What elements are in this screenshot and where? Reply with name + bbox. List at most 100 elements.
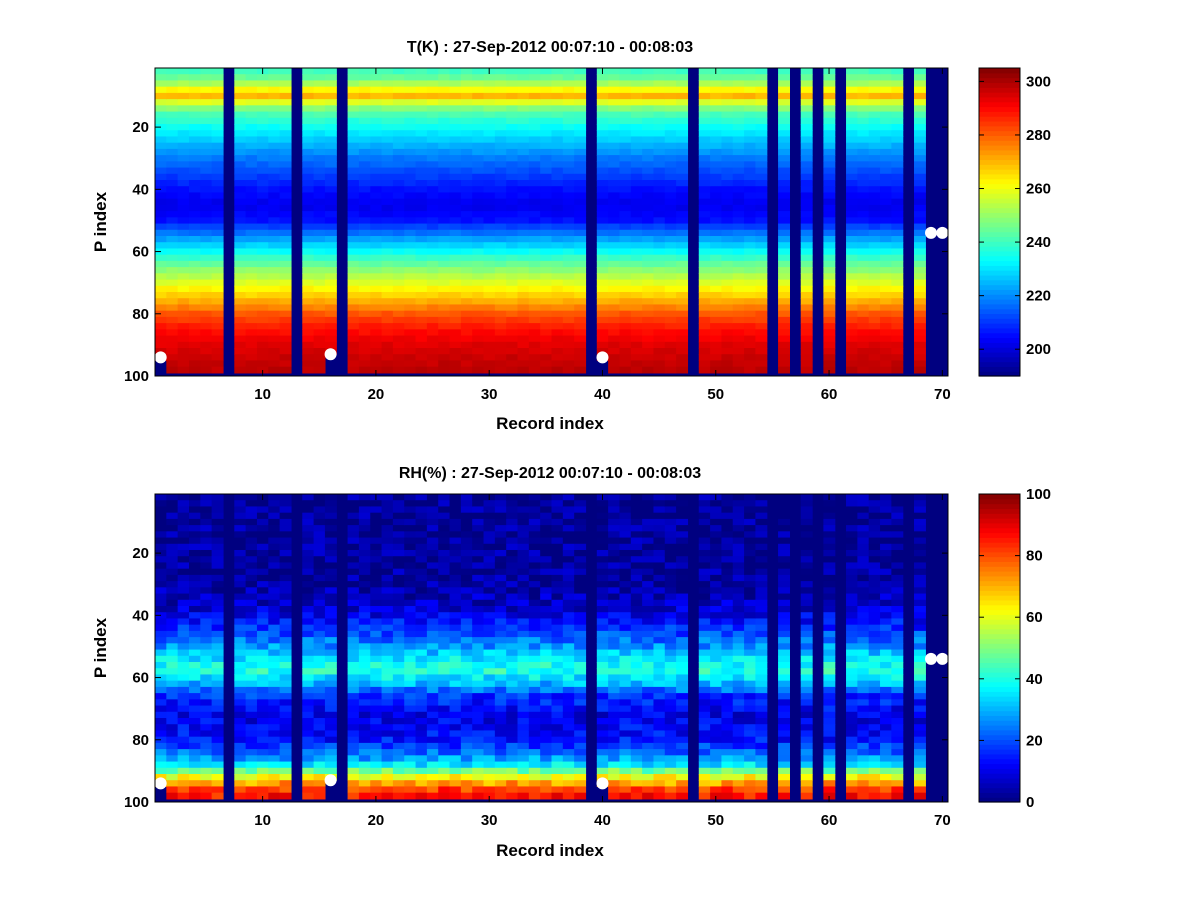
temperature-cell <box>392 316 405 324</box>
temperature-cell <box>562 198 575 206</box>
temperature-cell <box>540 74 553 82</box>
humidity-cell <box>245 587 258 595</box>
humidity-cell <box>370 606 383 613</box>
temperature-cell <box>460 260 473 268</box>
temperature-cell <box>540 329 553 337</box>
temperature-cell <box>664 304 677 312</box>
temperature-cell <box>506 204 519 212</box>
humidity-cell <box>551 512 564 520</box>
temperature-cell <box>630 323 643 330</box>
temperature-cell <box>370 186 383 194</box>
humidity-cell <box>302 506 315 514</box>
temperature-cell <box>619 223 632 231</box>
humidity-cell <box>392 774 405 781</box>
temperature-cell <box>188 161 201 169</box>
humidity-cell <box>166 674 179 682</box>
temperature-cell <box>245 92 258 100</box>
temperature-cell <box>800 155 813 162</box>
temperature-cell <box>721 254 734 262</box>
humidity-cell <box>268 711 281 719</box>
temperature-cell <box>744 80 757 88</box>
humidity-cell <box>426 587 439 595</box>
temperature-cell <box>551 335 564 343</box>
temperature-cell <box>404 217 417 225</box>
humidity-cell <box>449 742 462 750</box>
temperature-cell <box>710 155 723 162</box>
humidity-cell <box>460 643 473 651</box>
temperature-cell <box>211 92 224 100</box>
temperature-cell <box>347 148 360 156</box>
humidity-cell <box>381 525 394 532</box>
humidity-cell <box>562 699 575 707</box>
temperature-cell <box>177 92 190 100</box>
temperature-cell <box>630 68 643 75</box>
temperature-cell <box>778 316 790 324</box>
temperature-cell <box>721 204 734 212</box>
humidity-cell <box>324 630 337 638</box>
temperature-cell <box>483 124 496 131</box>
humidity-cell <box>574 693 587 700</box>
temperature-cell <box>426 80 439 88</box>
temperature-cell <box>868 186 881 194</box>
temperature-cell <box>698 192 711 200</box>
temperature-cell <box>370 167 383 175</box>
temperature-cell <box>381 105 394 113</box>
temperature-cell <box>358 204 371 212</box>
humidity-cell <box>596 730 609 738</box>
humidity-cell <box>245 742 258 750</box>
temperature-cell <box>347 236 360 243</box>
temperature-cell <box>438 180 451 187</box>
temperature-cell <box>483 292 496 299</box>
humidity-cell <box>460 749 473 756</box>
temperature-cell <box>404 186 417 194</box>
humidity-cell <box>596 736 609 744</box>
temperature-cell <box>823 248 836 256</box>
temperature-cell <box>347 279 360 287</box>
temperature-cell <box>426 136 439 144</box>
temperature-cell <box>630 260 643 268</box>
temperature-record-column <box>472 68 485 374</box>
temperature-cell <box>744 236 757 243</box>
temperature-cell <box>155 254 167 262</box>
temperature-cell <box>880 335 892 343</box>
temperature-cell <box>721 217 734 225</box>
humidity-cell <box>268 606 281 613</box>
temperature-cell <box>381 161 394 169</box>
temperature-cell <box>188 323 201 330</box>
temperature-cell <box>721 198 734 206</box>
temperature-colorbar-swatch <box>979 169 1020 175</box>
humidity-cell <box>234 568 247 576</box>
temperature-cell <box>540 242 553 250</box>
temperature-cell <box>268 80 281 88</box>
temperature-cell <box>880 167 892 175</box>
temperature-cell <box>370 285 383 293</box>
humidity-cell <box>177 494 190 501</box>
humidity-cell <box>313 662 326 669</box>
temperature-colorbar-swatch <box>979 178 1020 185</box>
humidity-cell <box>472 680 485 688</box>
temperature-cell <box>664 223 677 231</box>
humidity-cell <box>517 518 530 526</box>
temperature-cell <box>517 267 530 274</box>
humidity-cell <box>381 736 394 744</box>
temperature-cell <box>483 236 496 243</box>
temperature-cell <box>245 142 258 150</box>
humidity-cell <box>426 711 439 719</box>
humidity-cell <box>177 550 190 557</box>
temperature-cell <box>268 292 281 299</box>
temperature-cell <box>574 167 587 175</box>
humidity-cell <box>630 711 643 719</box>
temperature-cell <box>166 142 179 150</box>
temperature-cell <box>494 242 507 250</box>
temperature-cell <box>642 142 655 150</box>
humidity-cell <box>313 562 326 570</box>
humidity-cell <box>438 587 451 595</box>
humidity-cell <box>483 606 496 613</box>
humidity-cell <box>415 618 428 626</box>
temperature-cell <box>155 298 167 306</box>
humidity-cell <box>166 705 179 713</box>
humidity-cell <box>279 668 292 676</box>
humidity-cell <box>483 755 496 763</box>
temperature-cell <box>279 155 292 162</box>
temperature-cell <box>846 186 858 194</box>
